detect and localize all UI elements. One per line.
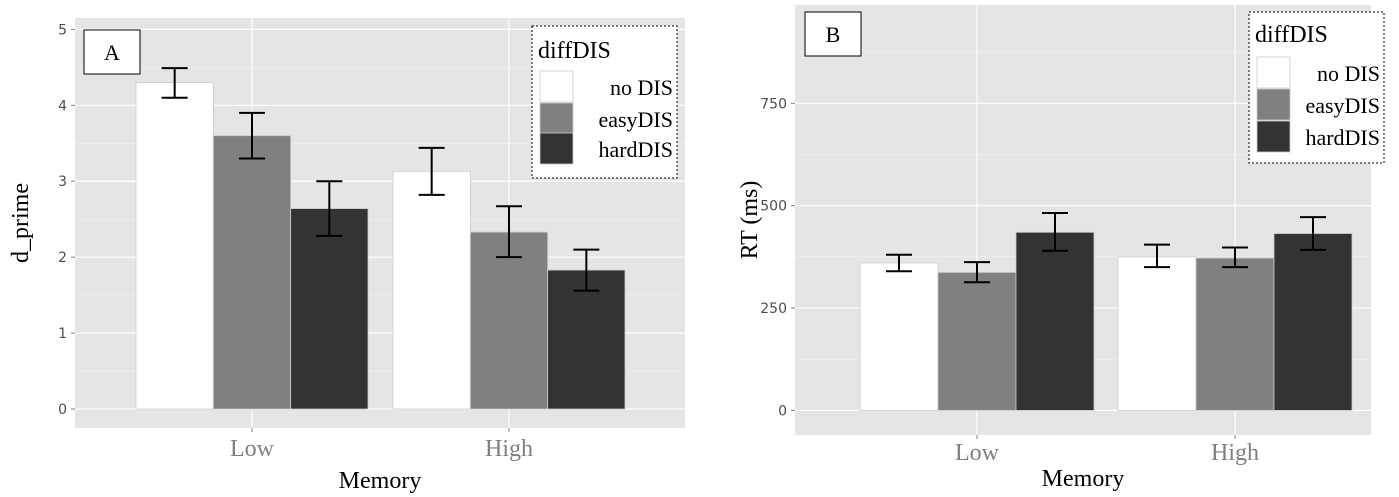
error-bar [1300,216,1326,251]
error-bar [496,205,522,259]
legend-swatch [539,132,574,165]
legend-label: no DIS [1317,61,1380,86]
y-tick-label: 750 [760,96,787,112]
x-tick-label-high: High [1211,440,1259,466]
y-tick-label: 0 [58,402,67,418]
legend: diffDIS no DIS easyDIS hardDIS [531,25,678,179]
bar-harddis-high [1273,233,1353,411]
bar-easydis-high [469,231,549,410]
error-bar [1222,246,1248,269]
bar-no-dis-low [135,82,214,410]
legend-swatch [1256,56,1291,89]
x-axis-title: Memory [339,468,422,494]
y-tick-label: 250 [760,301,787,317]
legend-label: hardDIS [1305,125,1380,150]
bar-no-dis-high [392,170,471,410]
bar-no-dis-high [1117,256,1197,411]
legend-label: no DIS [610,75,673,100]
y-tick-label: 3 [58,174,67,190]
legend: diffDIS no DIS easyDIS hardDIS [1248,11,1385,164]
x-tick-label-low: Low [230,436,275,462]
error-bar [418,146,445,196]
error-bar [886,253,912,273]
error-bar [1144,243,1170,269]
y-tick-label: 1 [58,326,67,342]
error-bar [316,180,343,237]
legend-title: diffDIS [1255,22,1328,48]
bar-no-dis-low [859,262,939,411]
error-bar [161,67,188,99]
chart-panel-A: 0 1 2 3 4 5 Low High Memory d_prime A diffDIS no DIS… [8,18,685,494]
y-axis-title: RT (ms) [737,181,763,260]
legend-label: easyDIS [1305,93,1380,118]
error-bar [573,248,600,292]
x-tick-label-high: High [485,436,533,462]
bar-harddis-low [290,208,369,410]
legend-swatch [1256,120,1291,153]
y-tick-label: 500 [760,199,787,215]
y-tick-label: 0 [778,403,787,419]
legend-swatch [1256,88,1291,121]
panel-label-box [804,11,862,57]
y-tick-label: 2 [58,250,67,266]
chart-panel-B: 0 250 500 750 Low High Memory RT (ms) B diffDIS no… [737,5,1385,492]
bar-harddis-low [1015,231,1095,411]
bar-harddis-high [547,269,626,410]
panel-label: A [104,40,120,65]
bar-easydis-high [1195,257,1275,411]
error-bar [964,261,990,284]
panel-label-box [83,29,141,75]
legend-title: diffDIS [538,38,611,64]
legend-label: easyDIS [598,107,673,132]
panel-label: B [826,22,841,47]
bar-easydis-low [937,272,1017,411]
error-bar [1042,212,1068,252]
bar-easydis-low [212,135,292,410]
x-tick-label-low: Low [955,440,1000,466]
error-bar [239,111,265,160]
legend-swatch [539,102,574,135]
legend-swatch [539,70,574,103]
x-axis-title: Memory [1042,466,1125,492]
y-tick-label: 4 [58,98,67,114]
y-tick-label: 5 [58,22,67,38]
legend-label: hardDIS [598,137,673,162]
y-axis-title: d_prime [8,183,34,263]
